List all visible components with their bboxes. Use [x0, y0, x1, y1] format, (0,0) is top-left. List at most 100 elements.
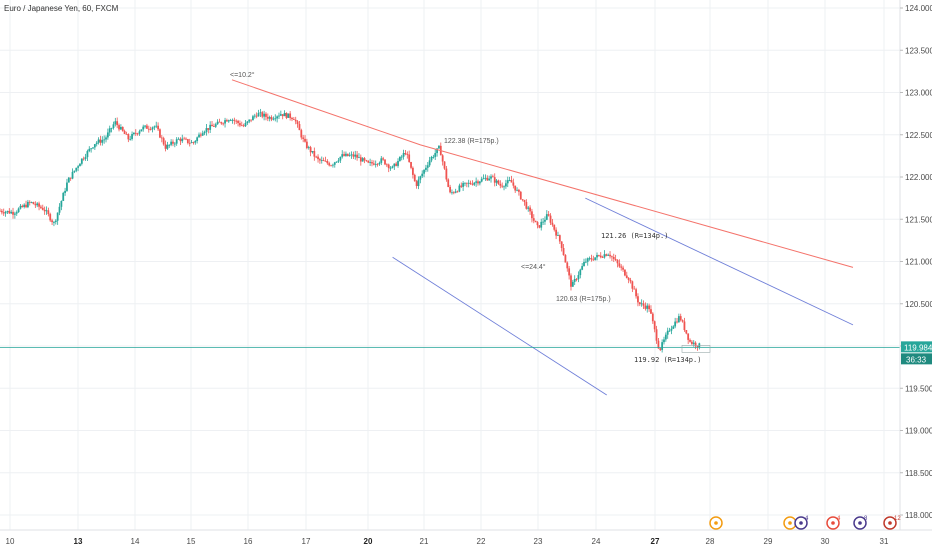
time-axis[interactable]: 10 13 14 15 16 17 20 21 22 23 24 27 28 29 30 31 — [0, 529, 932, 546]
candle-body — [540, 221, 543, 228]
candle-body — [160, 137, 163, 139]
candle-body — [488, 178, 491, 181]
candle-body — [86, 151, 89, 158]
candle-body — [283, 112, 286, 117]
price-tick-label: 119.000 — [905, 427, 932, 436]
candle-body — [311, 151, 314, 153]
candle-body — [237, 120, 239, 124]
candle-body — [281, 114, 284, 117]
candle-body — [538, 225, 541, 228]
price-tick-label: 120.500 — [905, 300, 932, 309]
candle-body — [504, 183, 507, 187]
candle-body — [518, 189, 520, 192]
candle-body — [683, 321, 686, 331]
candle-body — [514, 185, 517, 191]
candle-body — [495, 180, 498, 183]
candle-body — [555, 229, 558, 236]
candle-body — [629, 279, 632, 282]
candle-body — [374, 163, 377, 165]
channel-line-1[interactable] — [585, 197, 854, 326]
candle-body — [268, 117, 271, 119]
candle-body — [560, 241, 563, 249]
economic-event-icon[interactable]: 4 — [794, 516, 809, 530]
candle-body — [116, 121, 119, 126]
candle-body — [664, 334, 667, 340]
candle-body — [486, 177, 489, 181]
candle-body — [51, 220, 53, 223]
candle-body — [207, 128, 210, 130]
candle-body — [332, 164, 334, 166]
candle-body — [203, 131, 206, 134]
candle-body — [428, 160, 431, 166]
candle-body — [166, 144, 169, 149]
economic-event-icon[interactable] — [783, 516, 797, 530]
candle-body — [216, 121, 219, 125]
price-axis[interactable]: 124.000 123.500 123.000 122.500 122.000 121.5… — [899, 0, 932, 550]
event-icon-dot — [788, 521, 792, 525]
candle-body — [110, 128, 113, 129]
candle-body — [588, 258, 591, 260]
candle-body — [696, 346, 699, 348]
candle-body — [508, 180, 511, 181]
candle-body — [529, 207, 531, 212]
time-tick-label: 13 — [74, 537, 83, 546]
candle-body — [240, 125, 243, 127]
candle-body — [192, 142, 195, 144]
channel-line-2[interactable] — [392, 256, 607, 396]
candle-body — [272, 118, 275, 120]
candle-body — [465, 182, 468, 184]
candle-body — [2, 212, 5, 214]
candle-body — [149, 129, 152, 130]
candle-body — [106, 132, 109, 138]
candle-body — [672, 326, 675, 329]
candle-body — [354, 154, 357, 157]
economic-event-icon[interactable] — [709, 516, 723, 530]
candle-body — [168, 144, 171, 146]
candle-body — [214, 124, 217, 127]
candle-body — [233, 119, 236, 121]
candle-body — [300, 130, 303, 138]
candle-body — [337, 160, 340, 162]
candle-body — [369, 162, 372, 163]
candle-body — [477, 181, 479, 184]
candle-body — [71, 171, 74, 179]
candle-body — [220, 122, 223, 124]
candle-body — [142, 126, 145, 130]
candle-body — [635, 289, 637, 297]
candle-body — [263, 113, 266, 117]
candle-body — [385, 164, 388, 166]
economic-event-icon[interactable]: 12 — [883, 516, 901, 530]
candle-body — [296, 121, 299, 125]
trendline-red[interactable] — [231, 79, 854, 268]
candle-body — [224, 120, 226, 124]
candle-body — [637, 296, 639, 303]
candle-body — [319, 159, 321, 161]
countdown-label: 36:33 — [906, 355, 927, 364]
candle-body — [190, 142, 193, 144]
candle-body — [285, 112, 288, 118]
candle-body — [469, 182, 472, 184]
event-icon-dot — [858, 521, 862, 525]
time-tick-label: 17 — [302, 537, 311, 546]
candle-body — [101, 140, 104, 143]
candle-body — [250, 119, 252, 121]
candle-body — [681, 320, 684, 322]
candle-body — [438, 145, 440, 149]
candle-body — [633, 288, 636, 290]
candle-body — [23, 204, 26, 207]
event-markers[interactable]: 4 4 8 12 — [709, 516, 901, 530]
economic-event-icon[interactable]: 4 — [826, 516, 841, 530]
candle-body — [95, 142, 98, 145]
candle-body — [183, 138, 186, 140]
candle-body — [666, 330, 669, 335]
candle-body — [558, 235, 561, 242]
candle-body — [404, 153, 407, 155]
price-tick-label: 123.500 — [905, 46, 932, 55]
economic-event-icon[interactable]: 8 — [853, 516, 868, 530]
candle-body — [445, 168, 448, 180]
candle-body — [566, 262, 569, 269]
candle-body — [653, 321, 656, 330]
candle-body — [536, 222, 539, 226]
